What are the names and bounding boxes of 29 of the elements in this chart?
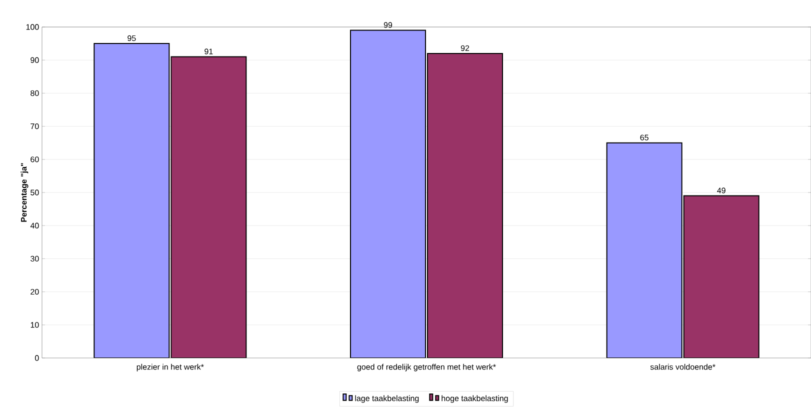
y-tick-label: 50 — [30, 190, 39, 196]
y-tick-label: 90 — [30, 57, 39, 63]
y-tick-label: 40 — [30, 222, 39, 228]
y-tick-label: 30 — [30, 256, 39, 262]
data-label: 92 — [460, 45, 470, 51]
x-tick-label: goed of redelijk getroffen met het werk* — [357, 364, 496, 372]
data-label: 95 — [128, 35, 136, 42]
data-label: 65 — [640, 134, 648, 140]
y-tick-label: 80 — [30, 90, 39, 96]
data-label: 49 — [717, 188, 726, 194]
bar — [170, 56, 247, 358]
y-tick-label: 70 — [30, 123, 39, 130]
legend-label: lage taakbelasting — [355, 395, 419, 403]
data-label: 91 — [204, 48, 213, 54]
bar — [427, 52, 504, 358]
bar — [683, 195, 760, 358]
bar — [606, 142, 682, 358]
bar — [94, 43, 170, 358]
data-label: 99 — [384, 22, 392, 28]
y-tick-label: 100 — [26, 24, 39, 30]
y-tick-label: 10 — [30, 322, 39, 328]
x-tick-label: salaris voldoende* — [650, 364, 716, 370]
y-tick-label: 20 — [30, 288, 39, 295]
y-tick-label: 0 — [35, 355, 39, 361]
y-tick-label: 60 — [30, 156, 39, 162]
x-tick-label: plezier in het werk* — [136, 364, 204, 372]
y-axis-title: Percentage "ja" — [20, 163, 28, 222]
bar — [350, 30, 426, 358]
legend-label: hoge taakbelasting — [442, 395, 508, 403]
